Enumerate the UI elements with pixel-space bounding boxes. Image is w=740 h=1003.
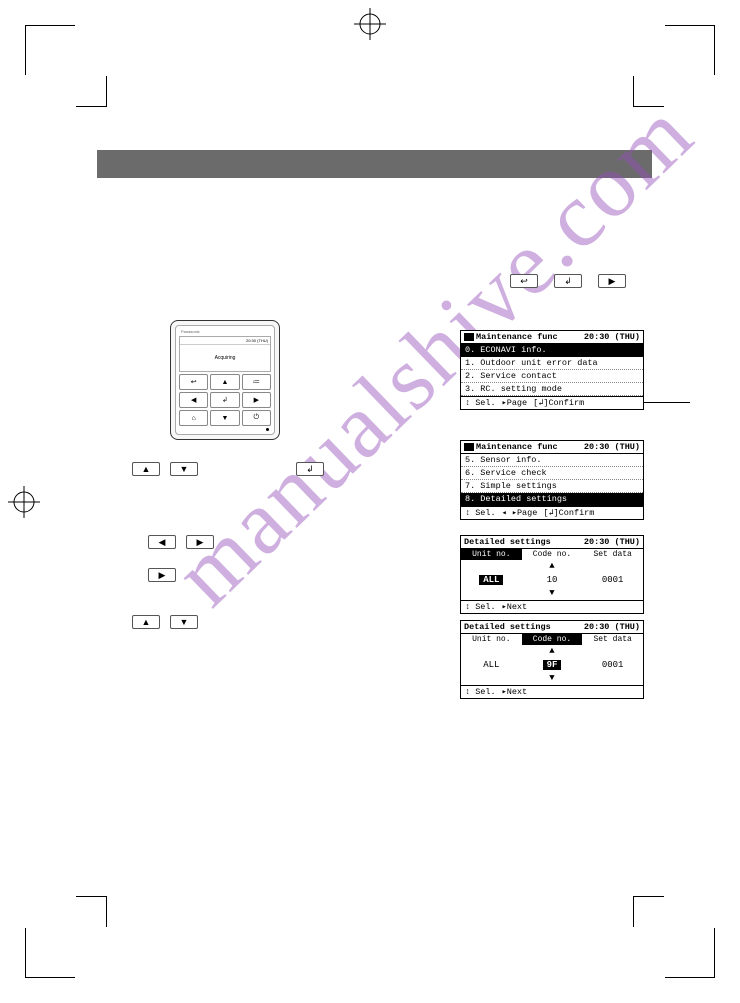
footer-sel: ↕ Sel. [465,398,496,408]
crop-mark [25,928,75,978]
lcd-panel-maintenance-1: Maintenance func 20:30 (THU) 0. ECONAVI … [460,330,644,410]
registration-mark [8,486,40,518]
footer-sel: ↕ Sel. [465,508,496,518]
down-triangle-icon: ▼ [461,587,643,600]
down-triangle-icon: ▼ [522,672,583,685]
remote-up-button: ▲ [210,374,239,390]
footer-sel: ↕ Sel. [465,687,496,697]
wrench-icon [464,443,474,451]
footer-confirm: [↲]Confirm [543,508,594,518]
left-icon: ◀ [148,535,176,549]
inline-controls: ↲ [296,462,324,476]
remote-screen-text: Acquiring [180,345,270,371]
crop-mark [665,928,715,978]
up-triangle-icon: ▲ [461,560,643,573]
footer-sel: ↕ Sel. [465,602,496,612]
lcd-panel-detailed-1: Detailed settings 20:30 (THU) Unit no. C… [460,535,644,614]
side-rule [644,402,690,403]
right-icon: ▶ [186,535,214,549]
remote-screen-time: 20:30 (THU) [180,337,270,345]
remote-brand-label: Panasonic [179,329,271,334]
col-header: Unit no. [461,634,522,645]
remote-power-button: ⏻ [242,410,271,426]
col-header: Set data [582,634,643,645]
footer-next: ▸Next [502,602,528,612]
down-icon: ▼ [170,615,198,629]
remote-enter-button: ↲ [210,392,239,408]
crop-mark [665,25,715,75]
remote-left-button: ◀ [179,392,208,408]
remote-menu-button: ≔ [242,374,271,390]
menu-item: 8. Detailed settings [461,493,643,506]
right-icon: ▶ [148,568,176,582]
lcd-panel-maintenance-2: Maintenance func 20:30 (THU) 5. Sensor i… [460,440,644,520]
panel-title: Maintenance func [476,332,558,342]
footer-page: ▸Page [502,398,528,408]
col-header: Code no. [522,634,583,645]
unit-value: ALL [461,658,522,672]
panel-title: Maintenance func [476,442,558,452]
panel-time: 20:30 (THU) [584,622,640,632]
code-value: 10 [522,573,583,587]
menu-item: 2. Service contact [461,370,643,383]
panel-time: 20:30 (THU) [584,537,640,547]
up-icon: ▲ [132,462,160,476]
play-icon: ▶ [598,274,626,288]
remote-controller-illustration: Panasonic 20:30 (THU) Acquiring ↩ ▲ ≔ ◀ … [170,320,280,440]
remote-down-button: ▼ [210,410,239,426]
col-header: Unit no. [461,549,522,560]
menu-item: 1. Outdoor unit error data [461,357,643,370]
up-icon: ▲ [132,615,160,629]
remote-home-button: ⌂ [179,410,208,426]
code-value: 9F [543,660,562,670]
wrench-icon [464,333,474,341]
up-triangle-icon: ▲ [522,645,583,658]
menu-item: 5. Sensor info. [461,454,643,467]
crop-mark [25,25,75,75]
remote-screen: 20:30 (THU) Acquiring [179,336,271,372]
menu-item: 0. ECONAVI info. [461,344,643,357]
col-header: Set data [582,549,643,560]
panel-title: Detailed settings [464,537,551,547]
data-value: 0001 [582,573,643,587]
menu-item: 3. RC. setting mode [461,383,643,396]
remote-right-button: ▶ [242,392,271,408]
footer-next: ▸Next [502,687,528,697]
inline-controls: ▲ ▼ [132,615,198,629]
data-value: 0001 [582,658,643,672]
section-header-bar [97,150,652,178]
inline-controls: ▲ ▼ [132,462,198,476]
back-icon: ↩ [510,274,538,288]
panel-title: Detailed settings [464,622,551,632]
lcd-panel-detailed-2: Detailed settings 20:30 (THU) Unit no. C… [460,620,644,699]
footer-confirm: [↲]Confirm [533,398,584,408]
menu-item: 7. Simple settings [461,480,643,493]
panel-time: 20:30 (THU) [584,332,640,342]
down-icon: ▼ [170,462,198,476]
panel-time: 20:30 (THU) [584,442,640,452]
unit-value: ALL [479,575,503,585]
footer-page: ◂ ▸Page [502,508,538,518]
inline-controls: ▶ [148,568,176,582]
enter-icon: ↲ [554,274,582,288]
col-header: Code no. [522,549,583,560]
inline-controls: ◀ ▶ [148,535,214,549]
registration-mark [354,8,386,40]
enter-icon: ↲ [296,462,324,476]
nav-button-row: ↩ ↲ ▶ [510,274,626,288]
remote-indicator-dot [266,428,269,431]
menu-item: 6. Service check [461,467,643,480]
remote-back-button: ↩ [179,374,208,390]
